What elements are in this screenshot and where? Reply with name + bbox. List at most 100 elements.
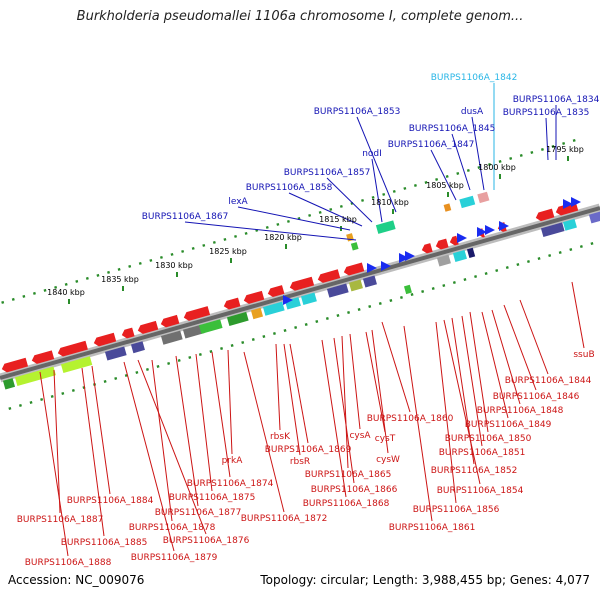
- tick-label: 1840 kbp: [47, 288, 85, 297]
- gene-label: BURPS1106A_1865: [305, 470, 392, 480]
- gene-label: nodI: [362, 149, 382, 159]
- label-connector: [227, 349, 233, 455]
- gene-label: BURPS1106A_1857: [284, 168, 371, 178]
- gene-label: BURPS1106A_1852: [431, 466, 518, 476]
- label-connector: [211, 351, 231, 478]
- label-connector: [243, 351, 285, 513]
- feature-block: [588, 211, 600, 224]
- gene-label: BURPS1106A_1853: [314, 107, 401, 117]
- feature-block: [2, 378, 16, 390]
- label-connector: [461, 315, 483, 447]
- feature-block: [452, 250, 467, 262]
- gene-label: BURPS1106A_1860: [367, 414, 454, 424]
- gene-label: rbsR: [290, 457, 310, 467]
- gene-label: BURPS1106A_1879: [131, 553, 218, 563]
- feature-rect: [588, 211, 600, 224]
- label-connector: [365, 331, 386, 433]
- tick-label: 1800 kbp: [478, 163, 516, 172]
- label-connector: [356, 116, 397, 213]
- feature-rect: [459, 195, 476, 209]
- label-connector: [481, 311, 509, 419]
- label-connector: [326, 177, 373, 223]
- cds-arrow: [267, 285, 285, 298]
- feature-block: [362, 275, 377, 288]
- gene-label: dusA: [461, 107, 484, 117]
- cds-arrow: [57, 340, 88, 357]
- reverse-cds-arrow: [457, 233, 467, 243]
- reverse-cds-arrow: [499, 221, 509, 231]
- label-connector: [430, 149, 457, 201]
- feature-rect: [348, 279, 363, 292]
- cds-arrow-shape: [267, 285, 285, 298]
- gene-label: BURPS1106A_1867: [142, 212, 229, 222]
- tick-label: 1825 kbp: [209, 247, 247, 256]
- label-connector: [341, 335, 349, 469]
- feature-block: [182, 324, 205, 339]
- gene-label: prkA: [222, 456, 244, 466]
- feature-block: [459, 195, 476, 209]
- feature-block: [160, 330, 183, 345]
- cds-arrow: [137, 320, 159, 334]
- feature-rect: [182, 324, 205, 339]
- feature-block: [477, 191, 490, 204]
- cds-arrow-shape: [449, 235, 459, 246]
- feature-rect: [300, 292, 317, 306]
- feature-rect: [466, 247, 476, 258]
- feature-rect: [2, 378, 16, 390]
- tick-label: 1830 kbp: [155, 261, 193, 270]
- gene-label: BURPS1106A_1849: [465, 420, 552, 430]
- tick-label: 1820 kbp: [264, 233, 302, 242]
- feature-rect: [198, 319, 223, 334]
- cds-arrow: [317, 269, 341, 283]
- label-connector: [123, 361, 175, 552]
- label-connector: [371, 158, 383, 223]
- tick-layer: [0, 137, 600, 410]
- gene-label: BURPS1106A_1846: [493, 392, 580, 402]
- feature-block: [226, 311, 249, 326]
- cds-arrow: [343, 262, 365, 276]
- gene-label: BURPS1106A_1850: [445, 434, 532, 444]
- gene-label: BURPS1106A_1835: [503, 108, 590, 118]
- gene-label: rbsK: [270, 432, 291, 442]
- gene-label: BURPS1106A_1884: [67, 496, 154, 506]
- cds-arrow-shape: [243, 290, 265, 304]
- gene-label: BURPS1106A_1851: [439, 448, 526, 458]
- feature-rect: [403, 284, 412, 295]
- reverse-cds-arrow: [563, 199, 573, 209]
- gene-label: cysT: [375, 434, 396, 444]
- reverse-cds-arrow: [485, 225, 495, 235]
- tick-label: 1795 kbp: [546, 145, 584, 154]
- label-connector: [403, 325, 433, 522]
- feature-block: [466, 247, 476, 258]
- feature-block: [326, 283, 349, 298]
- feature-rect: [160, 330, 183, 345]
- gene-label: BURPS1106A_1834: [513, 95, 600, 105]
- feature-block: [130, 341, 145, 354]
- feature-rect: [443, 203, 452, 212]
- gene-label: BURPS1106A_1887: [17, 515, 104, 525]
- feature-block: [348, 279, 363, 292]
- cds-arrow-shape: [223, 297, 241, 310]
- tick-label: 1805 kbp: [426, 181, 464, 190]
- feature-rect: [326, 283, 349, 298]
- label-connector: [469, 311, 489, 433]
- tick-label: 1815 kbp: [319, 215, 357, 224]
- feature-block: [262, 301, 285, 316]
- reverse-cds-arrow: [405, 251, 415, 261]
- feature-rect: [226, 311, 249, 326]
- gene-label: BURPS1106A_1872: [241, 514, 328, 524]
- feature-block: [436, 254, 451, 267]
- feature-block: [300, 292, 317, 306]
- cds-arrow-shape: [93, 332, 117, 347]
- gene-label: BURPS1106A_1869: [265, 445, 352, 455]
- gene-label: BURPS1106A_1856: [413, 505, 500, 515]
- cds-arrow: [121, 327, 135, 339]
- reverse-cds-arrow: [283, 295, 293, 305]
- map-title: Burkholderia pseudomallei 1106a chromoso…: [76, 9, 524, 24]
- gene-label: BURPS1106A_1875: [169, 493, 256, 503]
- label-connector: [349, 333, 361, 430]
- cds-arrow: [535, 208, 555, 222]
- gene-label: BURPS1106A_1858: [246, 183, 333, 193]
- label-connector: [289, 343, 309, 444]
- label-layer: 1795 kbp 1800 kbp 1805 kbp 1810 kbp 1815 kbp…: [17, 73, 600, 568]
